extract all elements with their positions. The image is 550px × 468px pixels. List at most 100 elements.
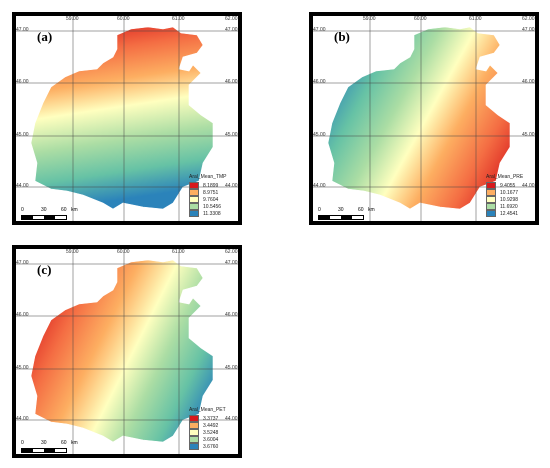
legend-swatch <box>486 189 496 196</box>
lat-tick: 45.00 <box>16 365 29 371</box>
lat-tick: 46.00 <box>225 79 238 85</box>
legend-label: 3.5248 <box>203 429 219 436</box>
lon-tick: 60.00 <box>117 16 130 22</box>
lat-tick: 44.00 <box>16 183 29 189</box>
lon-tick: 60.00 <box>414 16 427 22</box>
legend-swatch <box>486 182 496 189</box>
frame-bar <box>13 13 16 224</box>
scale-bar: 0 30 60 km <box>21 440 78 453</box>
lon-tick: 61.00 <box>172 16 185 22</box>
map-panel-b: 59.00 60.00 61.00 62.00 47.00 46.00 45.0… <box>309 12 539 225</box>
scale-label: 60 <box>358 207 364 213</box>
scale-label: 30 <box>41 207 47 213</box>
legend-swatch <box>486 210 496 217</box>
legend-swatch <box>189 182 199 189</box>
panel-label: (c) <box>37 262 52 277</box>
legend-swatch <box>189 422 199 429</box>
lat-tick: 47.00 <box>522 27 535 33</box>
lat-tick: 47.00 <box>16 260 29 266</box>
lat-tick: 44.00 <box>225 183 238 189</box>
panel-label: (b) <box>334 29 350 44</box>
frame-bar <box>238 13 241 224</box>
legend-entry: 3.6004 <box>189 436 226 443</box>
frame-bar <box>535 13 538 224</box>
legend-swatch <box>189 210 199 217</box>
lon-tick: 62.00 <box>522 16 535 22</box>
lat-tick: 45.00 <box>313 132 326 138</box>
legend-swatch <box>189 196 199 203</box>
legend-swatch <box>189 436 199 443</box>
legend-entry: 11.3308 <box>189 210 227 217</box>
frame-bar <box>13 13 241 16</box>
scale-label: 0 <box>21 207 24 213</box>
scale-unit: km <box>71 207 78 213</box>
lat-tick: 46.00 <box>522 79 535 85</box>
lat-tick: 47.00 <box>225 260 238 266</box>
legend-label: 8.9751 <box>203 189 219 196</box>
panel-label: (a) <box>37 29 53 44</box>
legend-entry: 10.5456 <box>189 203 227 210</box>
legend-swatch <box>189 203 199 210</box>
legend: Aral_Mean_PRE 9.4055 10.1677 10.9298 11.… <box>486 174 523 217</box>
scale-unit: km <box>71 440 78 446</box>
frame-bar <box>310 221 538 224</box>
lon-tick: 62.00 <box>225 16 238 22</box>
legend-label: 12.4541 <box>500 210 519 217</box>
legend-label: 10.1677 <box>500 189 519 196</box>
legend-label: 9.4055 <box>500 182 516 189</box>
legend-entry: 9.4055 <box>486 182 523 189</box>
scale-label: 30 <box>41 440 47 446</box>
lat-tick: 46.00 <box>225 312 238 318</box>
frame-bar <box>310 13 313 224</box>
lat-tick: 44.00 <box>522 183 535 189</box>
lon-tick: 61.00 <box>172 249 185 255</box>
legend-label: 10.9298 <box>500 196 519 203</box>
legend-entry: 3.3737 <box>189 415 226 422</box>
legend-label: 11.6920 <box>500 203 518 210</box>
legend-label: 3.3737 <box>203 415 219 422</box>
map-panel-c: 59.00 60.00 61.00 62.00 47.00 46.00 45.0… <box>12 245 242 458</box>
frame-bar <box>310 13 538 16</box>
lon-tick: 61.00 <box>469 16 482 22</box>
scale-bar: 0 30 60 km <box>21 207 78 220</box>
legend: Aral_Mean_PET 3.3737 3.4492 3.5248 3.600… <box>189 407 226 450</box>
scale-label: 60 <box>61 207 67 213</box>
lat-tick: 45.00 <box>16 132 29 138</box>
scale-unit: km <box>368 207 375 213</box>
legend-label: 9.7604 <box>203 196 219 203</box>
scale-label: 60 <box>61 440 67 446</box>
frame-bar <box>13 221 241 224</box>
legend-entry: 10.1677 <box>486 189 523 196</box>
legend-entry: 9.7604 <box>189 196 227 203</box>
lat-tick: 44.00 <box>313 183 326 189</box>
legend-title: Aral_Mean_PRE <box>486 174 524 180</box>
scale-label: 30 <box>338 207 344 213</box>
lon-tick: 62.00 <box>225 249 238 255</box>
frame-bar <box>13 246 16 457</box>
lat-tick: 46.00 <box>16 79 29 85</box>
legend-swatch <box>486 196 496 203</box>
legend-label: 3.4492 <box>203 422 219 429</box>
legend-label: 11.3308 <box>203 210 221 217</box>
legend-swatch <box>189 429 199 436</box>
lon-tick: 59.00 <box>363 16 376 22</box>
legend-label: 8.1899 <box>203 182 219 189</box>
legend: Aral_Mean_TMP 8.1899 8.9751 9.7604 10.54… <box>189 174 227 217</box>
legend-entry: 8.9751 <box>189 189 227 196</box>
frame-bar <box>13 454 241 457</box>
lat-tick: 45.00 <box>522 132 535 138</box>
legend-entry: 10.9298 <box>486 196 523 203</box>
lon-tick: 59.00 <box>66 16 79 22</box>
frame-bar <box>238 246 241 457</box>
legend-entry: 11.6920 <box>486 203 523 210</box>
scale-bar: 0 30 60 km <box>318 207 375 220</box>
lon-tick: 59.00 <box>66 249 79 255</box>
frame-bar <box>13 246 241 249</box>
legend-label: 10.5456 <box>203 203 222 210</box>
lat-tick: 47.00 <box>313 27 326 33</box>
legend-title: Aral_Mean_TMP <box>189 174 227 180</box>
legend-entry: 3.6760 <box>189 443 226 450</box>
lat-tick: 46.00 <box>16 312 29 318</box>
legend-swatch <box>189 189 199 196</box>
lat-tick: 47.00 <box>16 27 29 33</box>
